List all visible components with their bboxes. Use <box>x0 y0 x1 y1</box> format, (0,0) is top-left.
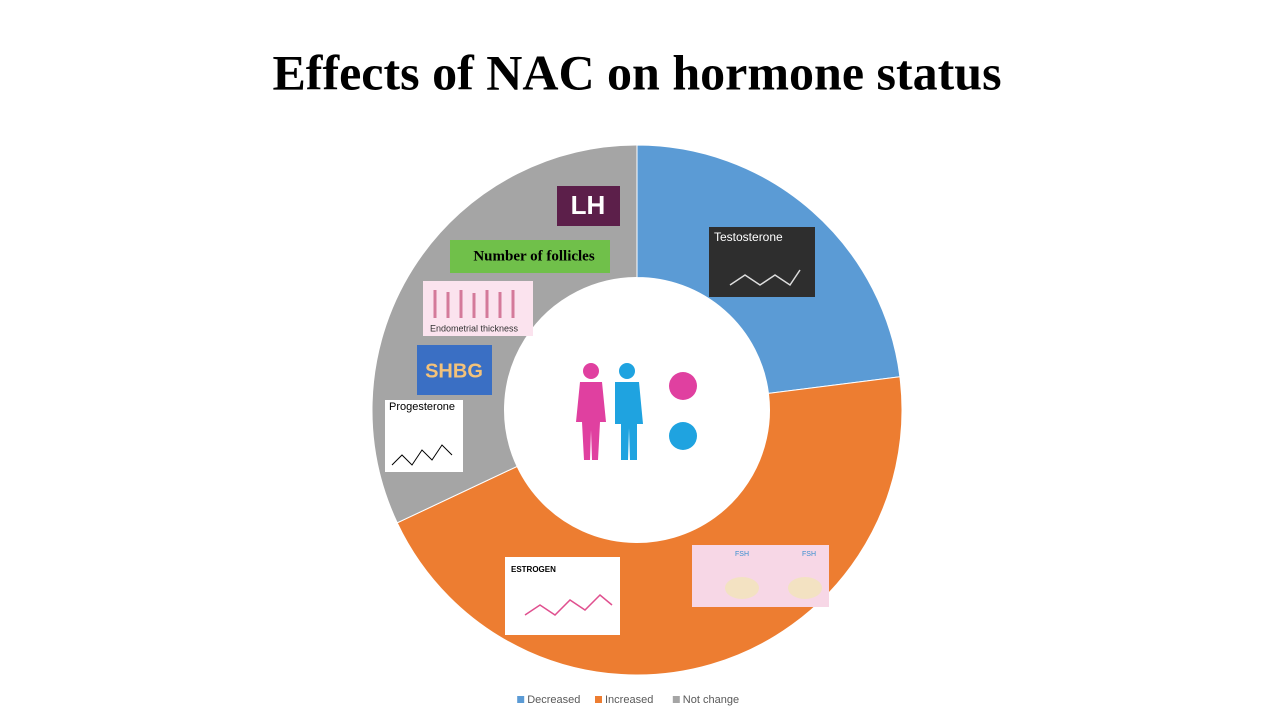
endometrial-label: Endometrial thickness <box>430 323 519 333</box>
legend-label: Increased <box>605 694 653 706</box>
progesterone-image <box>385 400 463 472</box>
endometrial-image <box>423 281 533 336</box>
progesterone-label: Progesterone <box>389 401 455 413</box>
estrogen-label: ESTROGEN <box>511 565 556 574</box>
tissue <box>433 290 515 318</box>
fsh-label: FSH <box>735 551 749 558</box>
ovary <box>788 577 822 599</box>
legend: Decreased Increased Not change <box>517 694 739 706</box>
lh-label: LH <box>571 190 606 220</box>
molecule <box>729 269 801 287</box>
shbg-label: SHBG <box>425 360 483 382</box>
testosterone-image <box>709 227 815 297</box>
molecule <box>524 593 613 616</box>
legend-label: Not change <box>683 694 739 706</box>
testosterone-label: Testosterone <box>714 230 783 244</box>
molecule <box>391 444 453 466</box>
fsh-label: FSH <box>802 551 816 558</box>
shbg-image <box>417 345 492 395</box>
legend-swatch <box>517 696 525 703</box>
follicles-box <box>450 240 610 273</box>
images: LH Number of follicles Testosterone Endo… <box>385 186 829 635</box>
follicles-label: Number of follicles <box>473 248 595 264</box>
legend-swatch <box>595 696 602 703</box>
chart-title: Effects of NAC on hormone status <box>272 44 1001 100</box>
legend-swatch <box>672 696 680 703</box>
center-figures <box>576 363 697 460</box>
lh-image <box>557 186 620 226</box>
ovary <box>725 577 759 599</box>
legend-label: Decreased <box>527 694 580 706</box>
